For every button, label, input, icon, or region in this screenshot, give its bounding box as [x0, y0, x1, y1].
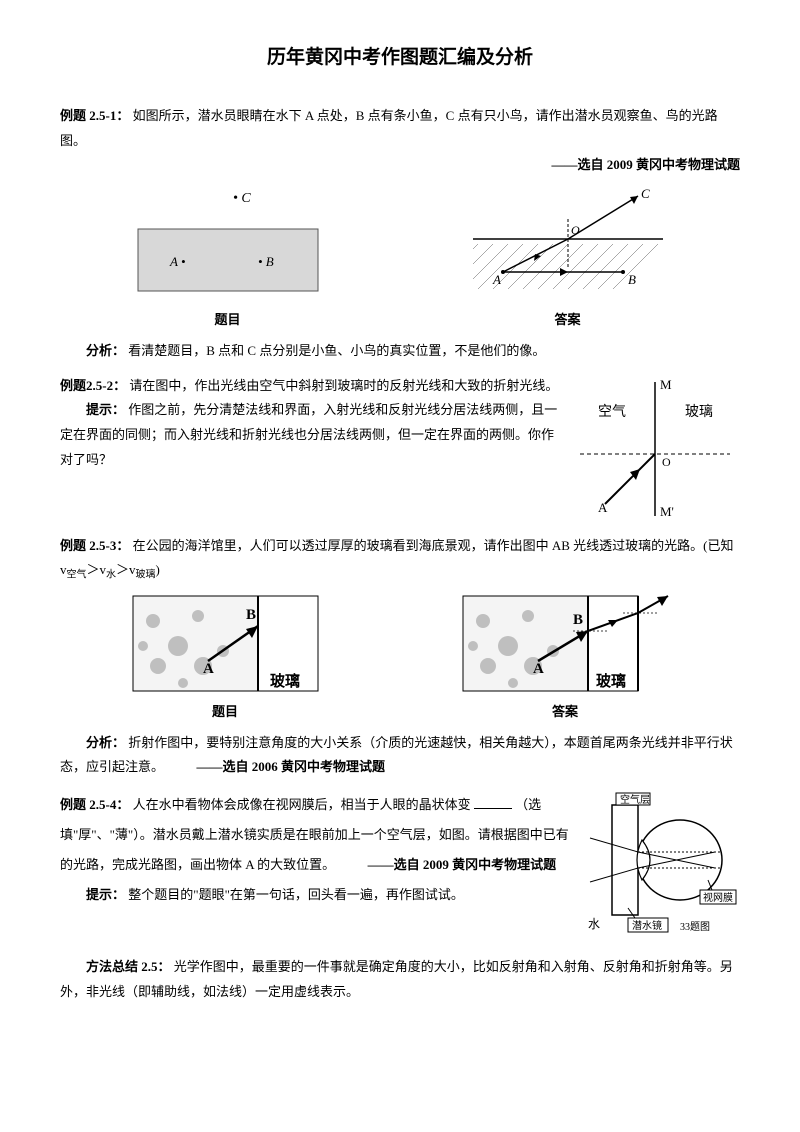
svg-text:空气: 空气	[598, 404, 626, 420]
svg-text:视网膜: 视网膜	[703, 891, 733, 904]
summary-p: 方法总结 2.5： 光学作图中，最重要的一件事就是确定角度的大小，比如反射角和入…	[60, 955, 740, 1004]
ex3-label: 例题 2.5-3：	[60, 538, 129, 553]
ex3-source: ——选自 2006 黄冈中考物理试题	[197, 759, 386, 774]
page-title: 历年黄冈中考作图题汇编及分析	[60, 40, 740, 76]
ex3-sub3: 玻璃	[136, 570, 156, 581]
svg-text:A •: A •	[169, 254, 186, 269]
ex2-label: 例题2.5-2：	[60, 378, 126, 393]
ex4-hint-label: 提示：	[86, 887, 125, 902]
ex1-analysis-text: 看清楚题目，B 点和 C 点分别是小鱼、小鸟的真实位置，不是他们的像。	[128, 343, 545, 358]
ex3-cap-a: 答案	[552, 700, 578, 725]
svg-text:B: B	[573, 612, 583, 628]
ex3-svg-q: 玻璃 A B	[128, 591, 323, 696]
ex3-fig-a: 玻璃 A B 答案	[458, 591, 673, 725]
summary-label: 方法总结 2.5：	[86, 959, 171, 974]
ex3-t2: ＞v	[87, 562, 107, 577]
ex3-fig-q: 玻璃 A B 题目	[128, 591, 323, 725]
ex3-sub1: 空气	[67, 570, 87, 581]
svg-text:玻璃: 玻璃	[685, 403, 713, 420]
svg-text:A: A	[533, 661, 544, 677]
ex4-label: 例题 2.5-4：	[60, 797, 129, 812]
ex3-text: 在公园的海洋馆里，人们可以透过厚厚的玻璃看到海底景观，请作出图中 AB 光线透过…	[60, 538, 733, 578]
svg-text:水: 水	[588, 917, 600, 931]
ex3-figures: 玻璃 A B 题目 玻璃 A	[60, 591, 740, 725]
ex3-analysis: 分析： 折射作图中，要特别注意角度的大小关系（介质的光速越快，相关角越大），本题…	[60, 731, 740, 780]
ex3-sub2: 水	[106, 570, 116, 581]
ex1-prompt: 例题 2.5-1： 如图所示，潜水员眼睛在水下 A 点处，B 点有条小鱼，C 点…	[60, 104, 740, 153]
ex2-hint-text: 作图之前，先分清楚法线和界面，入射光线和反射光线分居法线两侧，且一定在界面的同侧…	[60, 402, 557, 466]
svg-text:33题图: 33题图	[680, 921, 710, 933]
ex4-source: ——选自 2009 黄冈中考物理试题	[368, 857, 557, 872]
ex4-text-a: 人在水中看物体会成像在视网膜后，相当于人眼的晶状体变	[133, 797, 471, 812]
svg-text:M': M'	[660, 504, 674, 519]
ex2-hint-label: 提示：	[86, 402, 125, 417]
svg-text:A: A	[598, 500, 608, 515]
ex2-svg: M M' O 空气 玻璃 A	[570, 374, 740, 524]
ex1-cap-q: 题目	[214, 308, 240, 333]
svg-text:A: A	[492, 272, 501, 287]
example-3: 例题 2.5-3： 在公园的海洋馆里，人们可以透过厚厚的玻璃看到海底景观，请作出…	[60, 534, 740, 780]
example-2: M M' O 空气 玻璃 A 例题2.5-2： 请在图中，作出光线由空气中斜射到…	[60, 374, 740, 524]
ex1-figures: • C A • • B 题目 O	[60, 184, 740, 333]
example-1: 例题 2.5-1： 如图所示，潜水员眼睛在水下 A 点处，B 点有条小鱼，C 点…	[60, 104, 740, 363]
ex1-svg-q: • C A • • B	[128, 184, 328, 304]
ex1-svg-a: O C A B	[463, 184, 673, 304]
summary: 方法总结 2.5： 光学作图中，最重要的一件事就是确定角度的大小，比如反射角和入…	[60, 955, 740, 1004]
svg-text:潜水镜: 潜水镜	[632, 919, 662, 932]
ex4-hint-text: 整个题目的"题眼"在第一句话，回头看一遍，再作图试试。	[128, 887, 464, 902]
ex3-analysis-label: 分析：	[86, 735, 125, 750]
svg-text:M: M	[660, 377, 672, 392]
ex3-t3: ＞v	[116, 562, 136, 577]
svg-text:B: B	[628, 272, 636, 287]
ex3-svg-a: 玻璃 A B	[458, 591, 673, 696]
ex1-analysis-label: 分析：	[86, 343, 125, 358]
example-4: 空气层 视网膜 潜水镜 33题图 水 例题 2.5-4： 人在水中看物体会成像在…	[60, 790, 740, 945]
ex1-label: 例题 2.5-1：	[60, 108, 129, 123]
ex3-cap-q: 题目	[212, 700, 238, 725]
svg-text:空气层: 空气层	[620, 793, 650, 806]
ex1-fig-a: O C A B 答案	[463, 184, 673, 333]
svg-text:玻璃: 玻璃	[596, 672, 626, 690]
svg-text:C: C	[641, 186, 650, 201]
ex3-prompt: 例题 2.5-3： 在公园的海洋馆里，人们可以透过厚厚的玻璃看到海底景观，请作出…	[60, 534, 740, 585]
ex1-fig-q: • C A • • B 题目	[128, 184, 328, 333]
svg-text:A: A	[203, 661, 214, 677]
ex1-cap-a: 答案	[554, 308, 580, 333]
ex4-svg: 空气层 视网膜 潜水镜 33题图 水	[580, 790, 740, 945]
ex2-text: 请在图中，作出光线由空气中斜射到玻璃时的反射光线和大致的折射光线。	[129, 378, 558, 393]
ex1-text: 如图所示，潜水员眼睛在水下 A 点处，B 点有条小鱼，C 点有只小鸟，请作出潜水…	[60, 108, 718, 148]
svg-text:O: O	[662, 455, 671, 469]
ex3-analysis-text: 折射作图中，要特别注意角度的大小关系（介质的光速越快，相关角越大），本题首尾两条…	[60, 735, 733, 775]
svg-text:玻璃: 玻璃	[270, 672, 300, 690]
ex1-source: ——选自 2009 黄冈中考物理试题	[60, 153, 740, 178]
svg-text:• C: • C	[233, 191, 251, 206]
svg-text:• B: • B	[258, 254, 274, 269]
ex4-blank	[474, 796, 512, 809]
ex3-t4: )	[156, 562, 160, 577]
ex1-analysis: 分析： 看清楚题目，B 点和 C 点分别是小鱼、小鸟的真实位置，不是他们的像。	[60, 339, 740, 364]
svg-text:B: B	[246, 607, 256, 623]
